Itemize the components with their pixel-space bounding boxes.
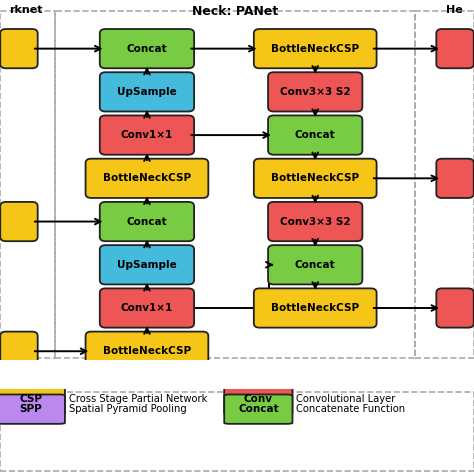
FancyBboxPatch shape <box>100 29 194 68</box>
Text: BottleNeckCSP: BottleNeckCSP <box>271 44 359 54</box>
Text: Neck: PANet: Neck: PANet <box>191 5 278 18</box>
FancyBboxPatch shape <box>436 159 474 198</box>
FancyBboxPatch shape <box>100 72 194 111</box>
FancyBboxPatch shape <box>85 332 209 371</box>
Text: Conv1×1: Conv1×1 <box>121 130 173 140</box>
Text: UpSample: UpSample <box>117 87 177 97</box>
Text: BottleNeckCSP: BottleNeckCSP <box>103 173 191 183</box>
FancyBboxPatch shape <box>224 385 292 414</box>
Text: He: He <box>446 5 462 15</box>
FancyBboxPatch shape <box>254 159 376 198</box>
Text: CSP: CSP <box>19 394 42 404</box>
FancyBboxPatch shape <box>268 245 362 284</box>
FancyBboxPatch shape <box>100 202 194 241</box>
FancyBboxPatch shape <box>268 202 362 241</box>
Text: Conv1×1: Conv1×1 <box>121 303 173 313</box>
Text: Concat: Concat <box>127 44 167 54</box>
FancyBboxPatch shape <box>100 288 194 328</box>
Text: Conv: Conv <box>244 394 273 404</box>
FancyBboxPatch shape <box>100 245 194 284</box>
Text: Concat: Concat <box>295 130 336 140</box>
Text: Spatial Pyramid Pooling: Spatial Pyramid Pooling <box>69 404 186 414</box>
FancyBboxPatch shape <box>0 332 37 371</box>
FancyBboxPatch shape <box>254 288 376 328</box>
FancyBboxPatch shape <box>100 116 194 155</box>
Text: Convolutional Layer: Convolutional Layer <box>296 394 396 404</box>
Text: BottleNeckCSP: BottleNeckCSP <box>103 346 191 356</box>
Text: BottleNeckCSP: BottleNeckCSP <box>271 173 359 183</box>
FancyBboxPatch shape <box>0 202 37 241</box>
FancyBboxPatch shape <box>85 159 209 198</box>
Text: Concat: Concat <box>127 217 167 227</box>
Text: rknet: rknet <box>9 5 43 15</box>
Text: BottleNeckCSP: BottleNeckCSP <box>271 303 359 313</box>
FancyBboxPatch shape <box>268 116 362 155</box>
Text: SPP: SPP <box>19 404 42 414</box>
FancyBboxPatch shape <box>436 29 474 68</box>
Text: Conv3×3 S2: Conv3×3 S2 <box>280 87 350 97</box>
FancyBboxPatch shape <box>268 72 362 111</box>
FancyBboxPatch shape <box>0 29 37 68</box>
Text: Concat: Concat <box>295 260 336 270</box>
Text: Conv3×3 S2: Conv3×3 S2 <box>280 217 350 227</box>
FancyBboxPatch shape <box>436 288 474 328</box>
FancyBboxPatch shape <box>224 394 292 424</box>
FancyBboxPatch shape <box>0 394 65 424</box>
Text: Concatenate Function: Concatenate Function <box>296 404 405 414</box>
Text: Concat: Concat <box>238 404 279 414</box>
Text: UpSample: UpSample <box>117 260 177 270</box>
FancyBboxPatch shape <box>254 29 376 68</box>
Text: Cross Stage Partial Network: Cross Stage Partial Network <box>69 394 207 404</box>
FancyBboxPatch shape <box>0 385 65 414</box>
